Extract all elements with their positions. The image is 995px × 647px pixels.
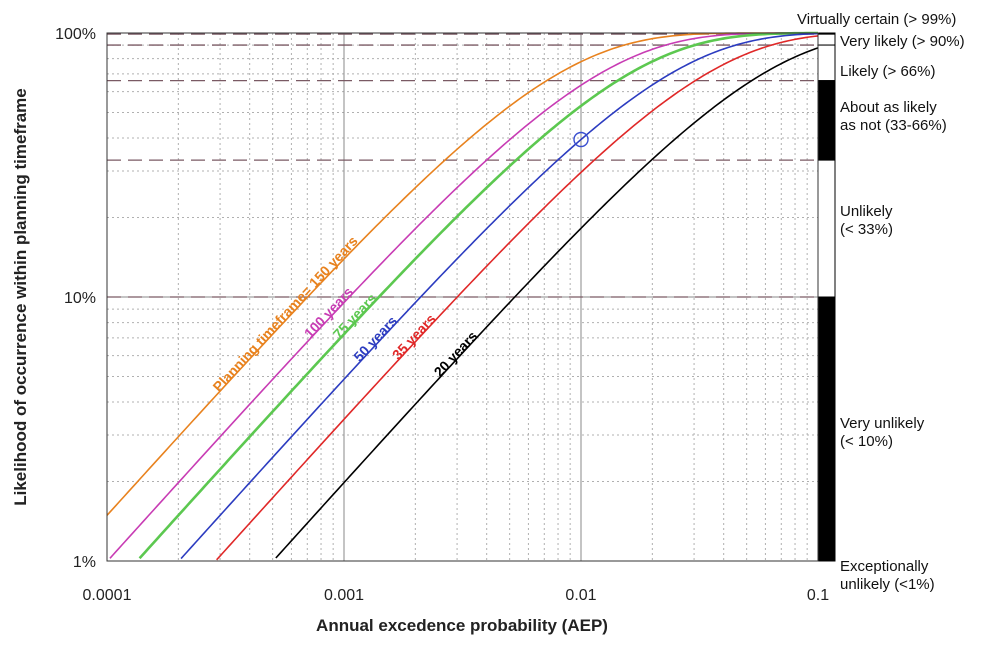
band-label-virtually-certain: Virtually certain (> 99%) xyxy=(797,11,956,28)
y-axis-title: Likelihood of occurrence within planning… xyxy=(11,88,30,506)
band-label-very-unlikely: Very unlikely (< 10%) xyxy=(840,415,925,450)
band-label-unlikely: Unlikely (< 33%) xyxy=(840,203,893,238)
band-label-very-likely: Very likely (> 90%) xyxy=(840,33,965,50)
band-segment xyxy=(817,80,836,161)
series-line xyxy=(216,35,819,561)
x-tick-labels: 0.0001 0.001 0.01 0.1 xyxy=(83,587,830,604)
highlight-marker xyxy=(573,131,589,148)
band-label-likely: Likely (> 66%) xyxy=(840,63,935,80)
y-tick-label: 1% xyxy=(73,554,96,571)
likelihood-band-bar xyxy=(817,32,836,562)
series-line xyxy=(275,47,819,559)
series-line xyxy=(180,32,819,560)
band-segment xyxy=(817,44,836,82)
band-segment xyxy=(817,159,836,298)
plot-frame xyxy=(106,32,819,562)
band-label-exceptionally-unlikely: Exceptionally unlikely (<1%) xyxy=(840,558,935,593)
series-line xyxy=(109,32,818,559)
y-tick-label: 100% xyxy=(55,26,96,43)
x-tick-label: 0.001 xyxy=(324,587,364,604)
band-segment xyxy=(817,296,836,562)
highlight-circle xyxy=(573,131,589,148)
band-label-about-as-likely: About as likely as not (33-66%) xyxy=(840,99,947,134)
series-lines xyxy=(106,31,819,561)
x-tick-label: 0.0001 xyxy=(83,587,132,604)
series-line xyxy=(106,32,818,516)
x-tick-label: 0.1 xyxy=(807,587,829,604)
x-tick-label: 0.01 xyxy=(565,587,596,604)
series-line xyxy=(138,31,819,560)
y-tick-label: 10% xyxy=(64,290,96,307)
x-axis-title: Annual excedence probability (AEP) xyxy=(316,616,608,635)
minor-grid xyxy=(107,33,818,561)
band-labels: Virtually certain (> 99%) Very likely (> … xyxy=(797,11,965,593)
band-segment xyxy=(817,33,836,46)
y-tick-labels: 1% 10% 100% xyxy=(55,26,96,571)
